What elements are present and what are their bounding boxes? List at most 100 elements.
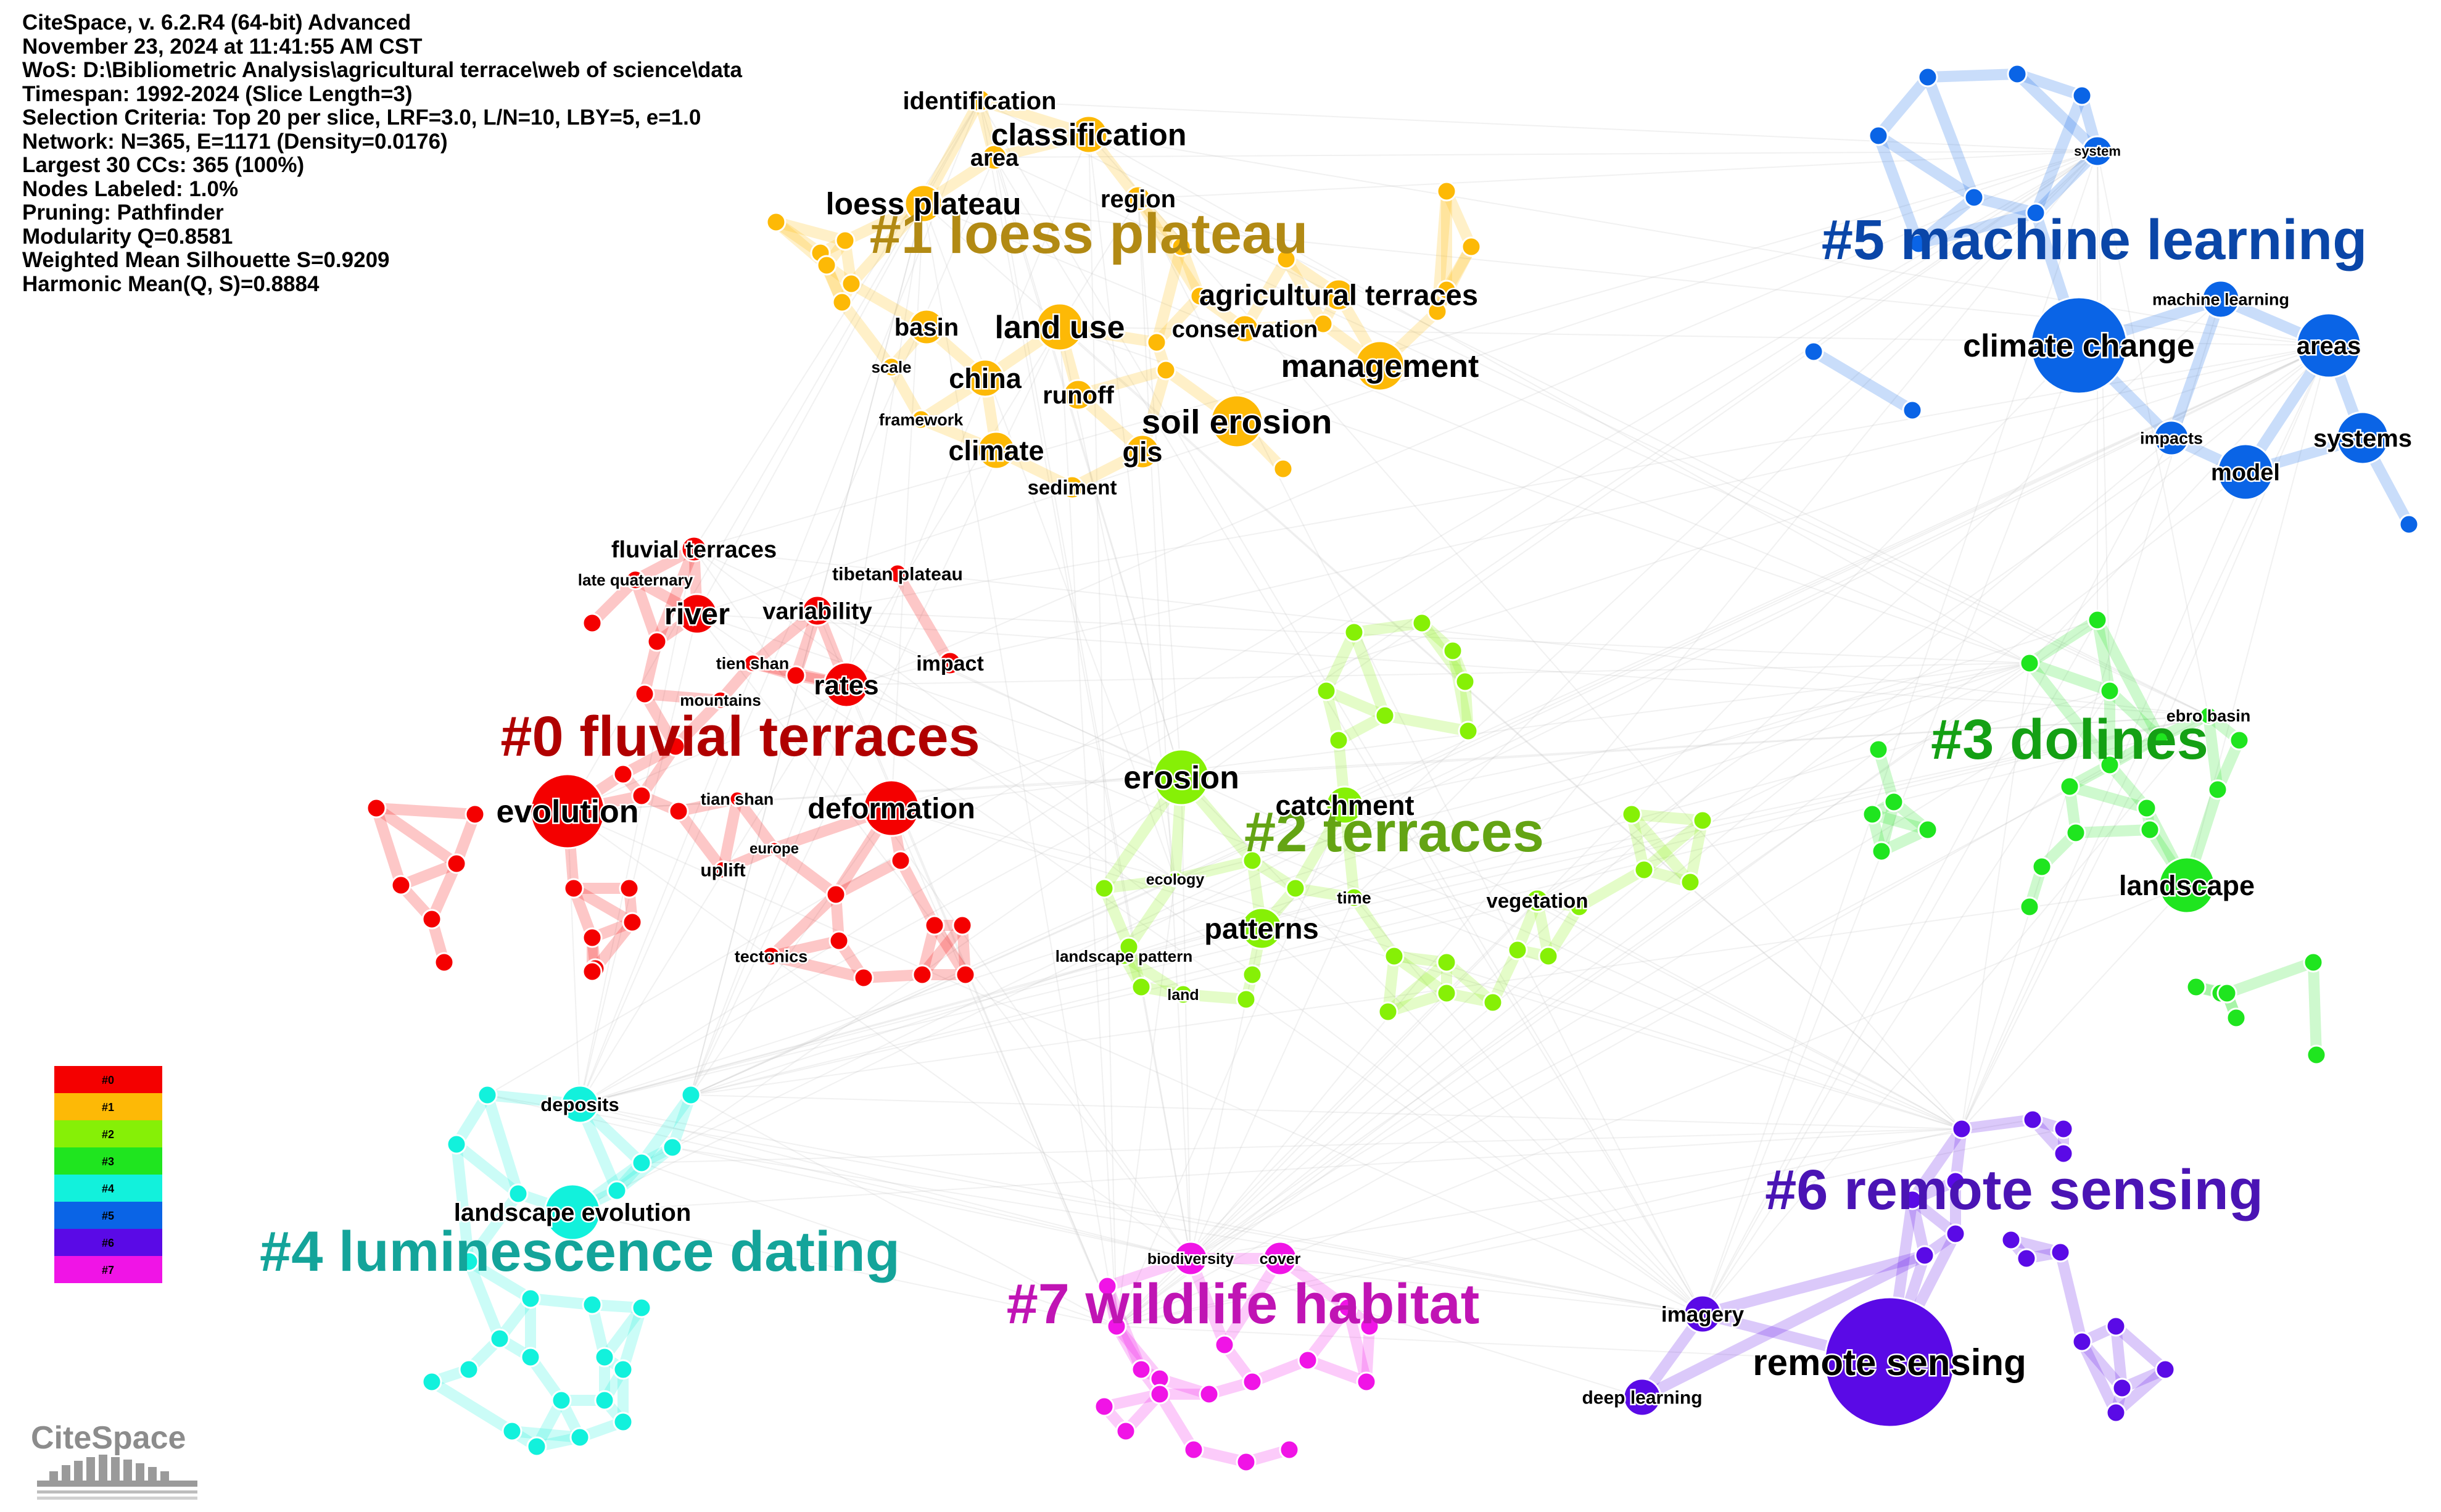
cluster-link — [651, 543, 700, 647]
node — [1171, 236, 1192, 257]
cluster-link — [2110, 1364, 2171, 1418]
background-link — [1190, 345, 2080, 1259]
summary-line: CiteSpace, v. 6.2.R4 (64-bit) Advanced — [22, 10, 411, 35]
background-link — [1344, 804, 1962, 1130]
keyword-label-gis: gis — [1122, 436, 1162, 468]
background-link — [672, 1147, 1191, 1259]
keyword-label-biodiversity: biodiversity — [1147, 1250, 1234, 1268]
node — [465, 804, 485, 825]
summary-line: Weighted Mean Silhouette S=0.9209 — [22, 248, 390, 272]
node — [2053, 1118, 2074, 1139]
keyword-label-system: system — [2074, 144, 2121, 159]
background-link — [1261, 715, 2209, 929]
cluster-link — [1922, 68, 2023, 83]
node — [1297, 1350, 1318, 1371]
node — [446, 1134, 467, 1155]
cluster-link — [451, 1139, 524, 1199]
node-vegetation — [1525, 888, 1550, 913]
background-link — [567, 715, 2209, 812]
cluster-link — [732, 793, 780, 854]
node — [2019, 896, 2040, 917]
node-tien-shan — [743, 653, 762, 673]
cluster-link — [2064, 781, 2152, 814]
node — [1097, 1276, 1118, 1297]
node — [434, 952, 455, 973]
node — [1458, 721, 1479, 742]
node — [582, 613, 603, 634]
keyword-label-vegetation: vegetation — [1486, 890, 1588, 912]
background-link — [1961, 885, 2187, 1130]
background-link — [1088, 134, 1117, 1327]
keyword-label-agricultural-terraces: agricultural terraces — [1199, 278, 1478, 311]
cluster-link — [463, 1256, 505, 1344]
node-region — [1125, 185, 1152, 212]
node-evolution — [529, 773, 606, 849]
background-link — [567, 151, 2098, 812]
node-ebro-basin — [2199, 706, 2218, 725]
node — [1276, 249, 1297, 270]
background-link — [579, 897, 1355, 1105]
background-link — [579, 619, 2098, 1105]
keyword-label-catchment: catchment — [1275, 790, 1414, 821]
cluster-link — [670, 695, 726, 752]
background-link — [567, 811, 1703, 1315]
summary-line: November 23, 2024 at 11:41:55 AM CST — [22, 34, 423, 59]
keyword-label-machine-learning: machine learning — [2152, 290, 2289, 308]
cluster-link — [770, 217, 851, 246]
cluster-link — [599, 1302, 647, 1363]
cluster-link — [2024, 658, 2115, 696]
node — [594, 1390, 615, 1411]
keyword-label-river: river — [664, 598, 730, 631]
legend-label-4: #4 — [102, 1183, 114, 1195]
node — [1149, 1384, 1170, 1405]
background-link — [846, 203, 924, 685]
cluster-link — [2076, 1336, 2128, 1394]
background-link — [690, 1094, 1962, 1130]
node — [2229, 730, 2250, 751]
background-link — [979, 100, 1703, 1315]
background-link — [994, 157, 1182, 778]
node — [1199, 1384, 1220, 1405]
node — [2303, 952, 2324, 973]
node — [1538, 946, 1559, 967]
node — [1214, 1334, 1235, 1355]
cluster-link — [1913, 207, 2041, 249]
background-link — [1138, 198, 2209, 716]
cluster-link — [2166, 294, 2226, 444]
keyword-label-area: area — [970, 145, 1019, 171]
background-link — [579, 548, 695, 1105]
node-systems — [2336, 411, 2390, 465]
cluster-link — [1685, 815, 1708, 888]
summary-line: Timespan: 1992-2024 (Slice Length=3) — [22, 81, 413, 106]
node — [1236, 1452, 1257, 1473]
legend-swatch-5 — [54, 1202, 162, 1229]
node — [2149, 727, 2170, 748]
node-patterns — [1240, 907, 1283, 950]
background-link — [690, 804, 1345, 1096]
node — [502, 1421, 522, 1442]
background-link — [693, 548, 2209, 716]
background-link — [846, 345, 2329, 685]
node — [1914, 1245, 1935, 1266]
cluster-link — [568, 883, 638, 928]
background-link — [891, 808, 1176, 880]
cluster-link — [1151, 241, 1187, 348]
node — [1868, 125, 1889, 146]
keyword-label-impacts: impacts — [2140, 429, 2203, 447]
summary-line: Nodes Labeled: 1.0% — [22, 176, 239, 201]
node — [1094, 878, 1115, 899]
background-link — [579, 777, 1182, 1105]
node — [1917, 67, 1938, 88]
node-classification — [1069, 115, 1109, 154]
node-machine-learning — [2201, 279, 2241, 319]
cluster-color-legend: #0 #1 #2 #3 #4 #5 #6 #7 — [54, 1066, 162, 1283]
node — [1951, 1118, 1972, 1139]
node — [1442, 640, 1463, 661]
cluster-link — [2110, 1321, 2128, 1394]
node-europe — [767, 841, 782, 856]
node — [1692, 810, 1713, 831]
keyword-label-land: land — [1167, 986, 1199, 1004]
node — [2112, 1378, 2133, 1398]
background-link — [1190, 1119, 2033, 1259]
node-model — [2216, 443, 2274, 501]
